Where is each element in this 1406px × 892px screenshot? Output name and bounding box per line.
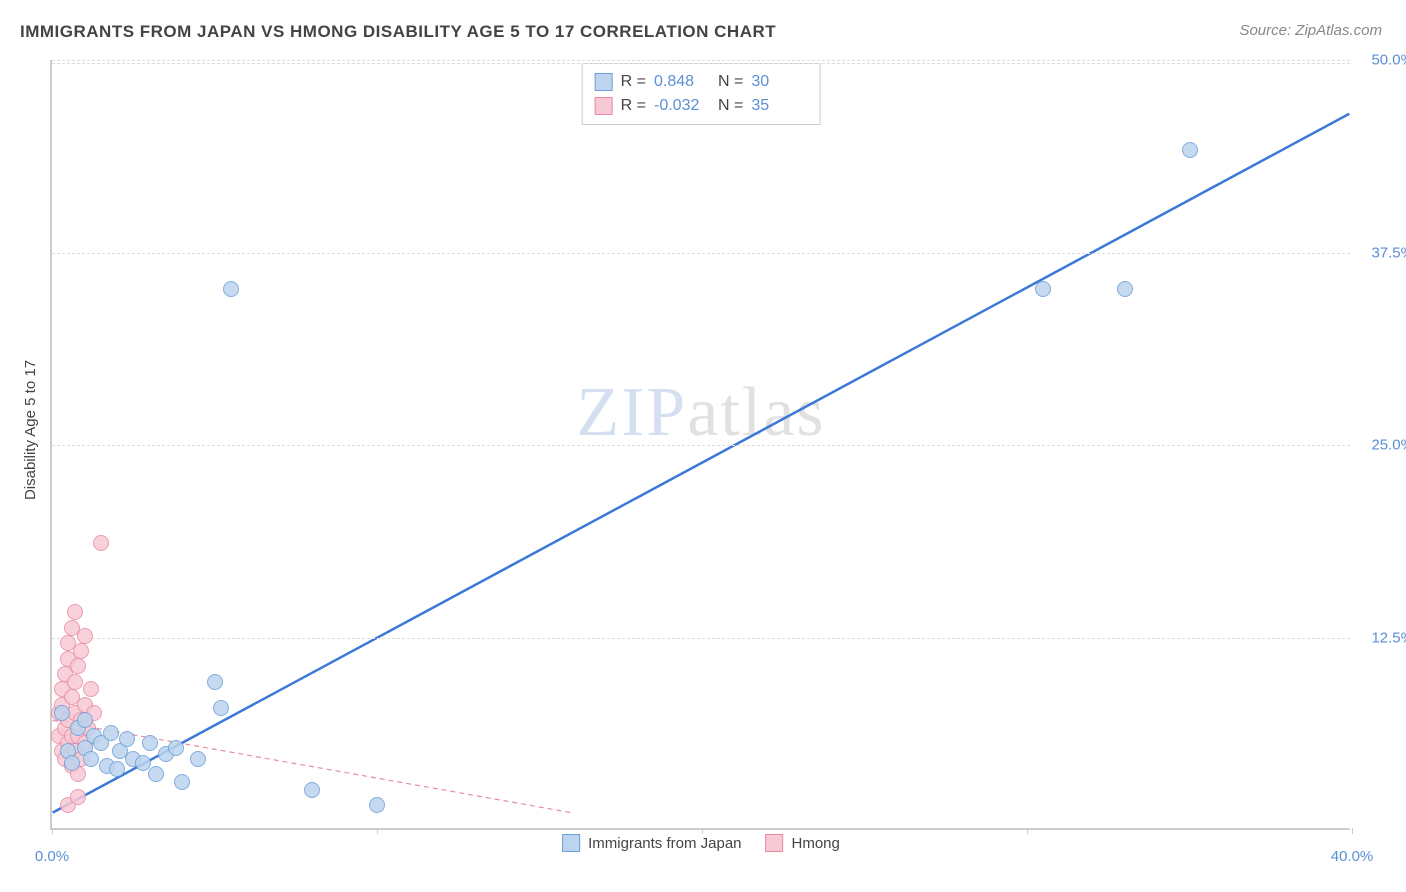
data-point (54, 705, 70, 721)
data-point (73, 643, 89, 659)
x-tick (1352, 828, 1353, 834)
stats-row: R = 0.848 N = 30 (595, 70, 808, 94)
data-point (77, 712, 93, 728)
data-point (83, 681, 99, 697)
gridline (52, 60, 1350, 61)
trend-line (53, 114, 1350, 813)
data-point (369, 797, 385, 813)
stats-legend: R = 0.848 N = 30 R = -0.032 N = 35 (582, 63, 821, 125)
legend-swatch (766, 834, 784, 852)
legend-swatch (595, 97, 613, 115)
legend-swatch (562, 834, 580, 852)
data-point (168, 740, 184, 756)
stats-r-label: R = (621, 70, 646, 94)
data-point (304, 782, 320, 798)
data-point (70, 658, 86, 674)
data-point (148, 766, 164, 782)
data-point (119, 731, 135, 747)
y-tick-label: 50.0% (1371, 52, 1406, 69)
plot-area: ZIPatlas R =0.848N =30R =-0.032N =35 Imm… (50, 60, 1350, 830)
data-point (213, 700, 229, 716)
source-attribution: Source: ZipAtlas.com (1239, 22, 1382, 39)
chart-title: IMMIGRANTS FROM JAPAN VS HMONG DISABILIT… (20, 22, 776, 42)
x-tick (52, 828, 53, 834)
data-point (174, 774, 190, 790)
stats-r-value: -0.032 (654, 94, 710, 118)
data-point (190, 751, 206, 767)
data-point (103, 725, 119, 741)
data-point (142, 735, 158, 751)
data-point (83, 751, 99, 767)
x-tick-label: 0.0% (35, 848, 69, 865)
data-point (207, 674, 223, 690)
stats-n-label: N = (718, 94, 743, 118)
legend-item: Hmong (766, 834, 840, 852)
x-tick (702, 828, 703, 834)
legend-label: Hmong (792, 835, 840, 852)
data-point (64, 755, 80, 771)
y-tick-label: 12.5% (1371, 629, 1406, 646)
gridline (52, 638, 1350, 639)
x-tick (1027, 828, 1028, 834)
x-tick (377, 828, 378, 834)
data-point (70, 789, 86, 805)
y-tick-label: 37.5% (1371, 244, 1406, 261)
data-point (109, 761, 125, 777)
legend-item: Immigrants from Japan (562, 834, 741, 852)
stats-r-value: 0.848 (654, 70, 710, 94)
legend-label: Immigrants from Japan (588, 835, 741, 852)
stats-n-label: N = (718, 70, 743, 94)
data-point (1182, 142, 1198, 158)
data-point (67, 604, 83, 620)
y-tick-label: 25.0% (1371, 437, 1406, 454)
data-point (1035, 281, 1051, 297)
y-axis-label: Disability Age 5 to 17 (22, 360, 39, 500)
gridline (52, 63, 1350, 64)
data-point (77, 628, 93, 644)
gridline (52, 445, 1350, 446)
stats-row: R = -0.032 N = 35 (595, 94, 808, 118)
gridline (52, 253, 1350, 254)
trend-lines-layer (52, 60, 1350, 828)
x-tick-label: 40.0% (1331, 848, 1374, 865)
data-point (1117, 281, 1133, 297)
stats-n-value: 30 (751, 70, 807, 94)
data-point (67, 674, 83, 690)
legend-swatch (595, 73, 613, 91)
stats-r-label: R = (621, 94, 646, 118)
data-point (93, 535, 109, 551)
data-point (223, 281, 239, 297)
stats-n-value: 35 (751, 94, 807, 118)
series-legend: Immigrants from Japan Hmong (562, 834, 840, 852)
